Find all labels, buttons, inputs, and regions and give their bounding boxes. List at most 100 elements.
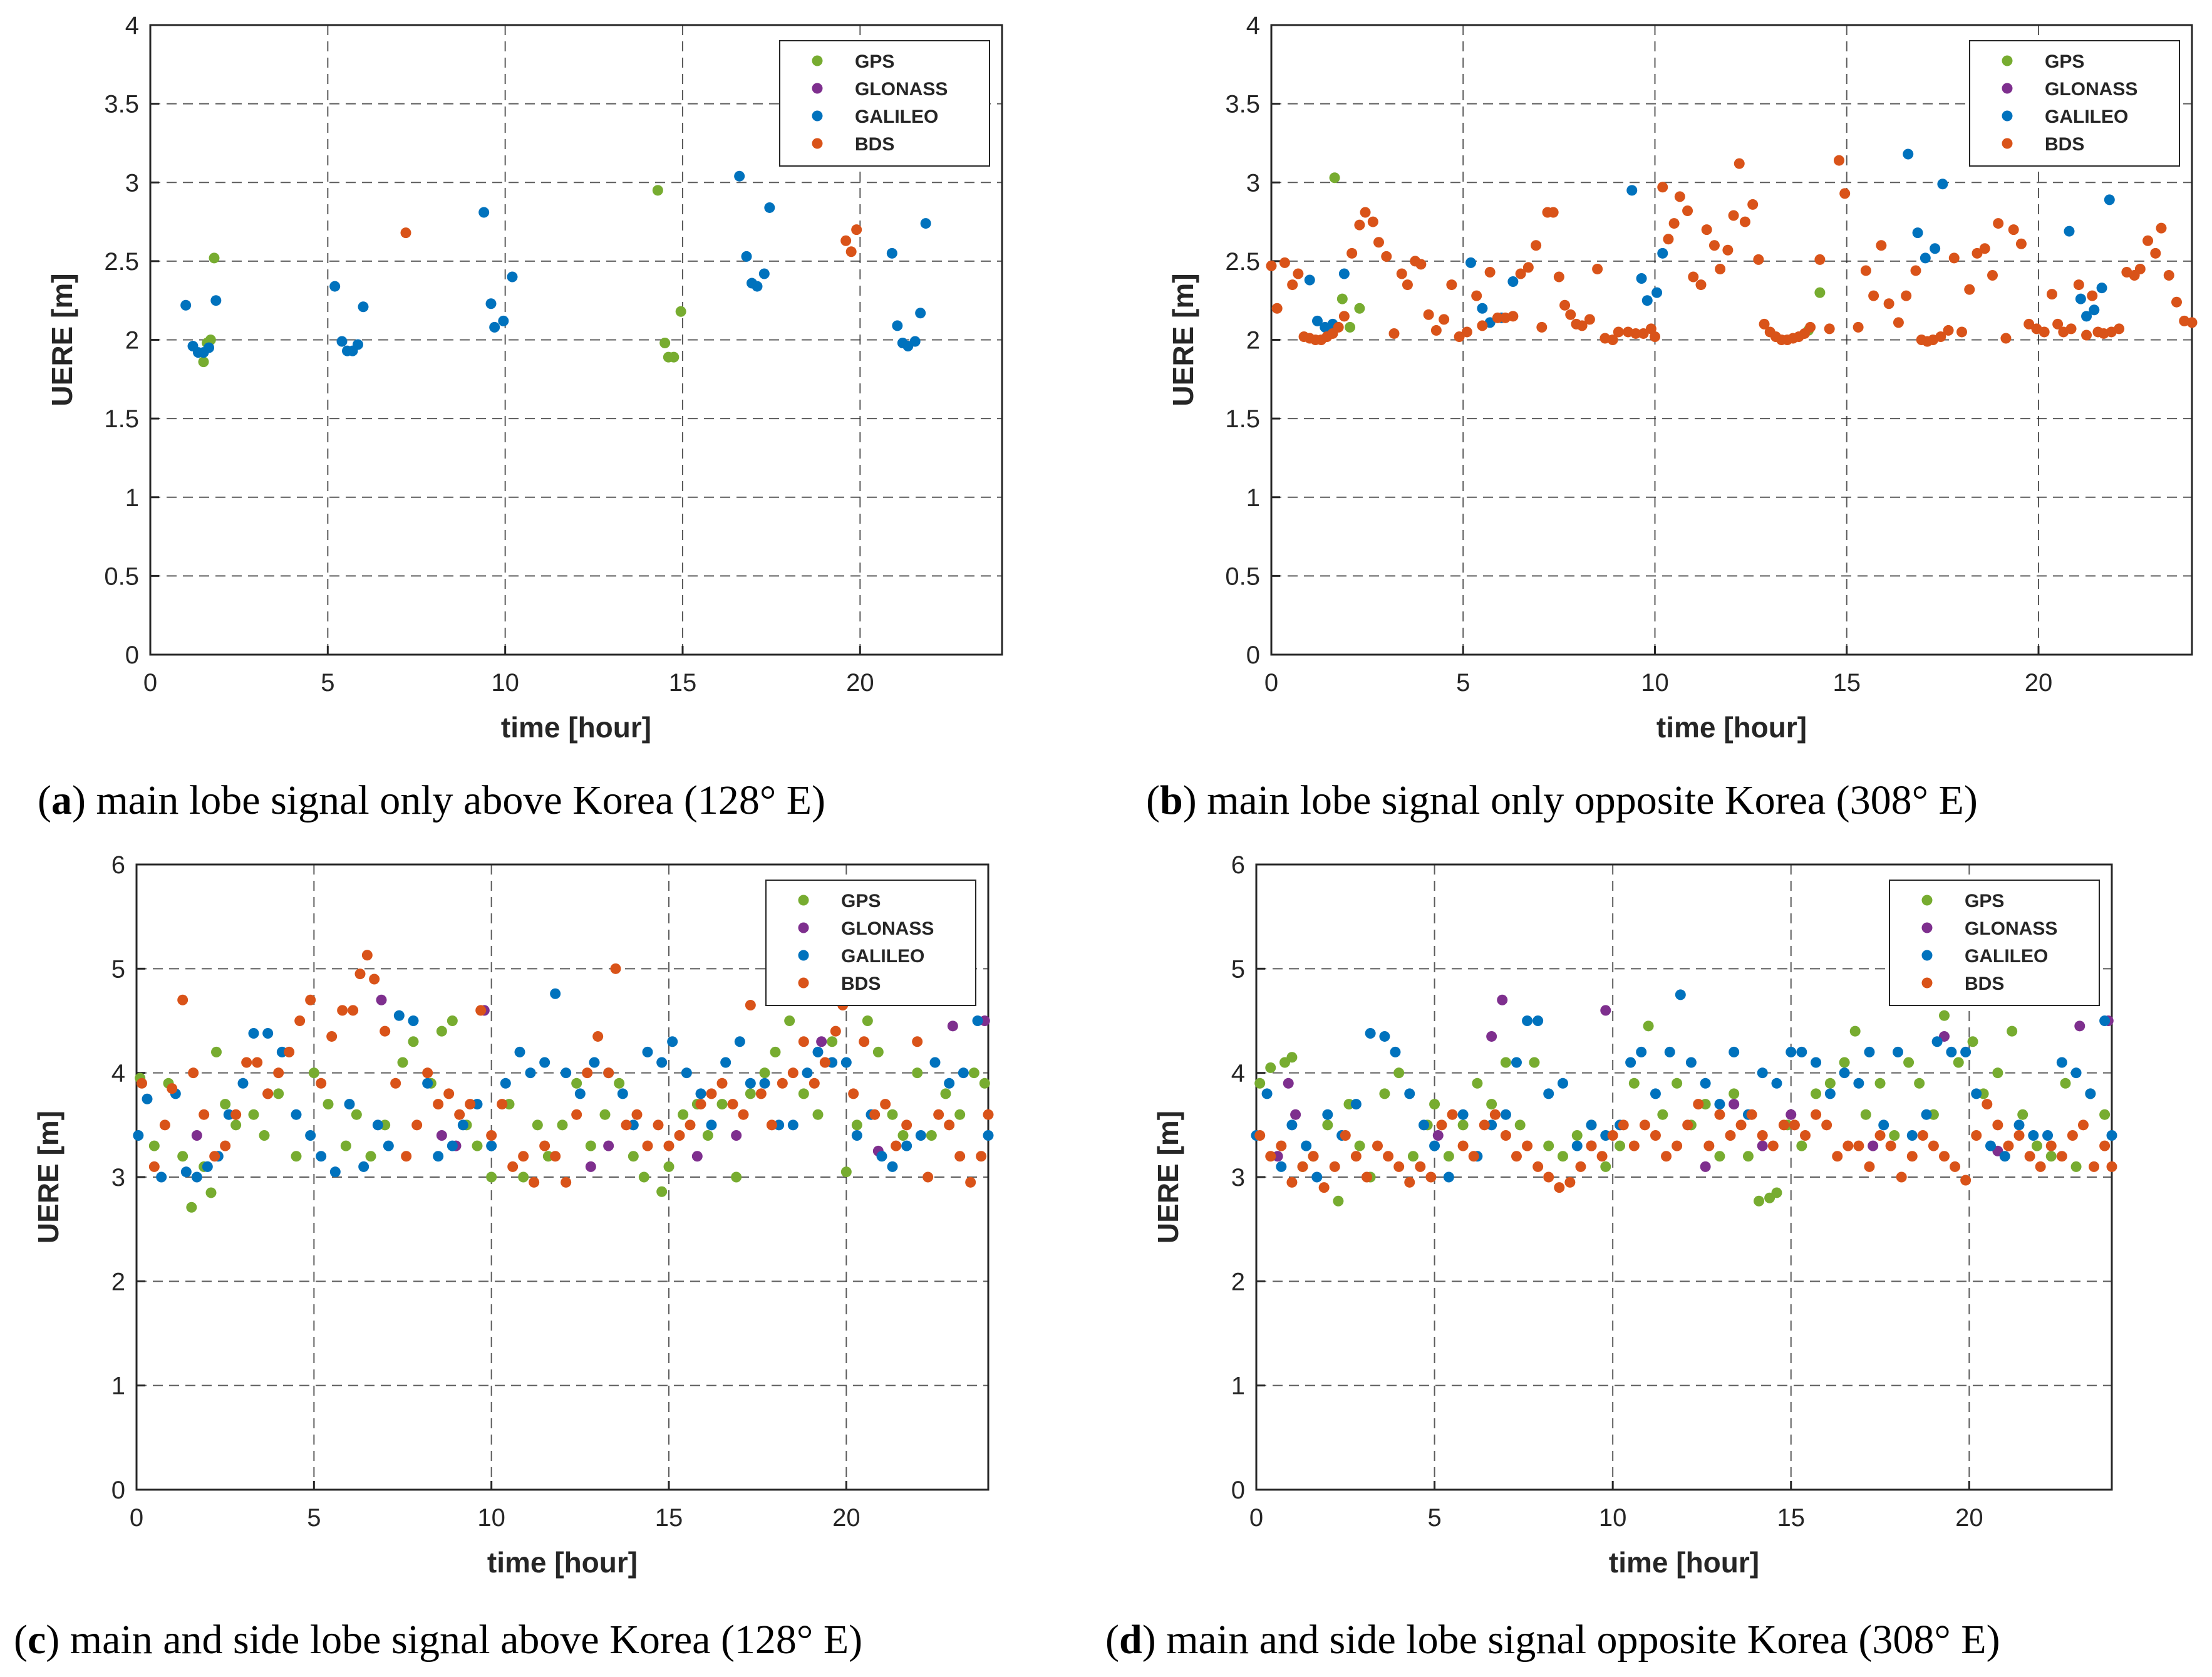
data-point	[1992, 1119, 2003, 1131]
data-point	[273, 1088, 284, 1099]
data-point	[940, 1088, 951, 1099]
data-point	[1500, 1109, 1511, 1120]
x-tick-label: 5	[307, 1504, 321, 1532]
data-point	[1860, 265, 1871, 276]
data-point	[1930, 243, 1941, 254]
data-point	[1893, 317, 1904, 328]
data-point	[851, 224, 862, 236]
data-point	[848, 1088, 859, 1099]
data-point	[329, 281, 341, 292]
data-point	[631, 1109, 643, 1120]
data-point	[1586, 1119, 1597, 1131]
data-point	[337, 1005, 348, 1016]
data-point	[1714, 1109, 1725, 1120]
data-point	[2067, 1129, 2078, 1141]
data-point	[1999, 1151, 2010, 1162]
data-point	[323, 1099, 334, 1110]
data-point	[433, 1099, 444, 1110]
x-tick-label: 20	[846, 669, 874, 697]
data-point	[965, 1176, 976, 1188]
data-point	[2023, 318, 2035, 330]
legend-marker	[798, 922, 809, 933]
data-point	[1824, 1088, 1836, 1099]
data-point	[1757, 1140, 1768, 1151]
data-point	[752, 281, 763, 292]
data-point	[1379, 1031, 1390, 1042]
data-point	[1465, 257, 1476, 268]
data-point	[1889, 1129, 1900, 1141]
data-point	[1429, 1140, 1440, 1151]
y-tick-label: 3	[1231, 1164, 1245, 1192]
data-point	[1304, 274, 1315, 286]
data-point	[770, 1046, 781, 1057]
data-point	[1853, 321, 1864, 333]
data-point	[642, 1140, 653, 1151]
data-point	[947, 1020, 958, 1032]
data-point	[237, 1077, 249, 1089]
data-point	[1739, 216, 1750, 227]
data-point	[685, 1119, 696, 1131]
chart-panel-a: 0 5 10 15 20 0 0.5 1 1.5 2 2.5 3 3.5 4 time [hour] UERE…	[46, 12, 1003, 744]
data-point	[691, 1151, 703, 1162]
data-point	[1565, 309, 1576, 320]
data-point	[191, 1129, 202, 1141]
data-point	[1682, 205, 1693, 216]
data-point	[1938, 1010, 1950, 1021]
data-point	[1425, 1171, 1437, 1183]
data-point	[2035, 1161, 2046, 1172]
data-point	[1596, 1151, 1608, 1162]
data-point	[1874, 1077, 1886, 1089]
data-point	[1443, 1171, 1454, 1183]
x-tick-label: 20	[2025, 669, 2053, 697]
y-tick-label: 2.5	[104, 248, 139, 276]
data-point	[674, 1129, 685, 1141]
data-point	[859, 1036, 870, 1047]
data-point	[1393, 1067, 1405, 1079]
y-tick-label: 1.5	[1225, 405, 1260, 433]
data-point	[1839, 1057, 1850, 1068]
data-point	[1361, 1171, 1372, 1183]
data-point	[1436, 1119, 1447, 1131]
x-axis-label: time [hour]	[1609, 1546, 1759, 1579]
data-point	[180, 299, 192, 311]
data-point	[1439, 314, 1450, 325]
data-point	[716, 1077, 728, 1089]
data-point	[1283, 1077, 1294, 1089]
data-point	[167, 1083, 178, 1094]
data-point	[252, 1057, 263, 1068]
data-point	[1771, 1187, 1782, 1198]
data-point	[851, 1129, 862, 1141]
data-point	[1864, 1161, 1875, 1172]
data-point	[759, 1067, 770, 1079]
data-point	[1757, 1067, 1768, 1079]
data-point	[489, 321, 500, 333]
data-point	[1564, 1176, 1576, 1188]
data-point	[886, 247, 897, 259]
legend-marker	[798, 977, 809, 989]
data-point	[1511, 1151, 1522, 1162]
x-axis-label: time [hour]	[1656, 711, 1807, 744]
data-point	[787, 1119, 798, 1131]
x-tick-label: 20	[832, 1504, 861, 1532]
data-point	[1701, 224, 1712, 236]
data-point	[1903, 1057, 1915, 1068]
data-point	[1515, 268, 1526, 279]
data-point	[891, 1140, 902, 1151]
data-point	[1971, 1129, 1982, 1141]
chart-panel-b: 0 5 10 15 20 0 0.5 1 1.5 2 2.5 3 3.5 4 time [hour] UERE…	[1167, 12, 2198, 744]
data-point	[1800, 1129, 1811, 1141]
data-point	[909, 336, 921, 347]
legend-label: BDS	[2045, 134, 2084, 155]
data-point	[2073, 279, 2084, 291]
series-galileo	[1304, 148, 2115, 333]
data-point	[1286, 1119, 1298, 1131]
y-tick-label: 2	[111, 1268, 125, 1295]
data-point	[1960, 1175, 1972, 1186]
data-point	[1553, 271, 1564, 283]
data-point	[291, 1109, 302, 1120]
data-point	[2045, 1140, 2057, 1151]
data-point	[365, 1151, 376, 1162]
data-point	[400, 227, 411, 239]
data-point	[840, 1166, 852, 1178]
data-point	[1714, 1099, 1725, 1110]
